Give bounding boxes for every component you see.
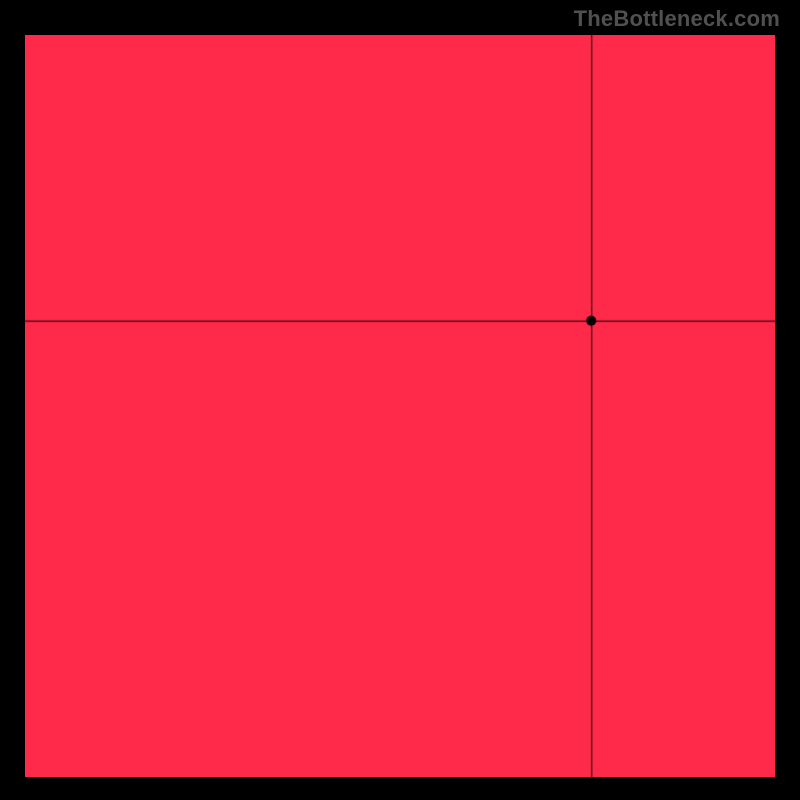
chart-root: TheBottleneck.com	[0, 0, 800, 800]
source-watermark: TheBottleneck.com	[574, 6, 780, 32]
bottleneck-heatmap	[25, 35, 775, 777]
